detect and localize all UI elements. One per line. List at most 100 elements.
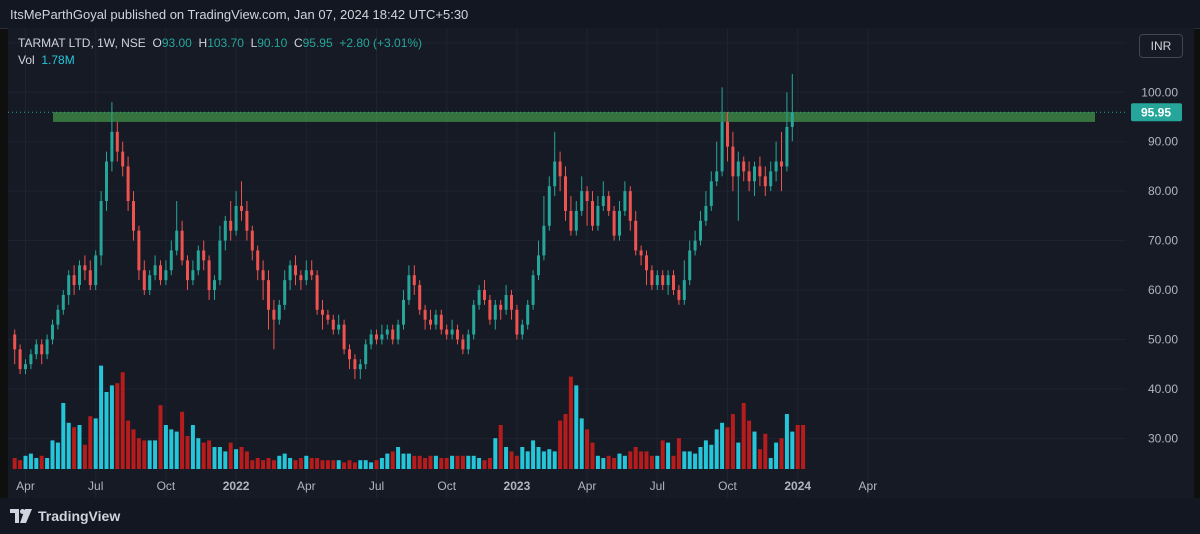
- volume-bar: [136, 438, 141, 469]
- volume-bar: [352, 462, 357, 469]
- candle-body: [585, 191, 589, 202]
- volume-bar: [504, 447, 509, 469]
- volume-bar: [590, 442, 595, 469]
- candle-body: [51, 324, 54, 340]
- volume-bar: [169, 429, 174, 469]
- candle-body: [277, 304, 281, 320]
- candle-body: [299, 275, 303, 281]
- volume-bar: [439, 458, 444, 469]
- tradingview-brand[interactable]: TradingView: [10, 508, 120, 524]
- candle-body: [234, 205, 238, 231]
- candle-body: [742, 161, 746, 172]
- candle-body: [256, 250, 260, 271]
- volume-bar: [795, 425, 800, 469]
- volume-bar: [487, 458, 492, 469]
- candle-body: [294, 265, 297, 276]
- candle-body: [682, 280, 686, 300]
- volume-bar: [250, 460, 255, 469]
- volume-bar: [104, 392, 109, 469]
- volume-bar: [158, 405, 163, 469]
- volume-bar: [622, 455, 627, 469]
- candle-body: [655, 275, 659, 286]
- candle-body: [472, 304, 476, 335]
- volume-bar: [520, 447, 525, 469]
- candle-body: [688, 250, 692, 281]
- candle-body: [126, 166, 130, 202]
- candle-body: [304, 270, 308, 281]
- volume-bar: [801, 425, 806, 469]
- candle-body: [645, 255, 648, 271]
- volume-bar: [363, 460, 368, 469]
- publisher-header: ItsMeParthGoyal published on TradingView…: [0, 0, 1200, 29]
- candle-body: [558, 161, 562, 177]
- candle-body: [574, 210, 578, 231]
- volume-bar: [342, 462, 347, 469]
- volume-bar: [261, 460, 266, 469]
- volume-bar: [460, 455, 465, 469]
- candle-body: [709, 181, 713, 206]
- candle-body: [477, 290, 481, 305]
- volume-bar: [585, 429, 590, 469]
- volume-bar: [639, 451, 644, 469]
- candle-body: [396, 324, 400, 340]
- candle-body: [790, 112, 794, 127]
- volume-bar: [531, 440, 536, 469]
- candle-body: [391, 329, 395, 340]
- y-tick-label: 30.00: [1148, 431, 1178, 445]
- volume-bar: [174, 431, 179, 469]
- volume-bar: [666, 442, 671, 469]
- volume-bar: [649, 455, 654, 469]
- volume-bar: [55, 442, 60, 469]
- volume-bar: [617, 453, 622, 469]
- candle-body: [18, 349, 22, 370]
- volume-bar: [217, 447, 222, 469]
- chart-area[interactable]: 110.00100.0090.0080.0070.0060.0050.0040.…: [8, 28, 1194, 498]
- candle-body: [29, 354, 33, 365]
- volume-bar: [757, 449, 762, 469]
- candle-body: [623, 191, 627, 211]
- candle-body: [537, 255, 540, 276]
- volume-bar: [99, 365, 104, 469]
- y-tick-label: 70.00: [1148, 234, 1178, 248]
- candle-body: [445, 329, 449, 335]
- volume-bar: [423, 458, 428, 469]
- candle-body: [510, 294, 513, 310]
- candle-body: [461, 339, 465, 350]
- volume-bar: [131, 429, 136, 469]
- price-chart[interactable]: 110.00100.0090.0080.0070.0060.0050.0040.…: [8, 28, 1194, 498]
- volume-bar: [466, 455, 471, 469]
- volume-bar: [633, 447, 638, 469]
- candle-body: [693, 240, 697, 251]
- volume-bar: [304, 455, 309, 469]
- volume-bar: [288, 458, 293, 469]
- candle-body: [596, 205, 600, 226]
- candle-body: [450, 329, 454, 335]
- volume-bar: [563, 414, 568, 469]
- volume-bar: [320, 460, 325, 469]
- volume-bar: [309, 458, 314, 469]
- candle-body: [780, 161, 783, 167]
- candle-body: [542, 225, 546, 256]
- candle-body: [240, 205, 243, 211]
- candle-body: [261, 270, 265, 281]
- candle-body: [337, 324, 341, 330]
- volume-bar: [482, 460, 487, 469]
- candle-body: [677, 290, 681, 300]
- volume-bar: [347, 460, 352, 469]
- candle-body: [726, 121, 729, 147]
- candle-body: [736, 161, 740, 177]
- candle-body: [191, 270, 195, 281]
- volume-bar: [390, 451, 395, 469]
- candle-body: [283, 280, 287, 305]
- volume-bar: [509, 451, 514, 469]
- currency-button[interactable]: INR: [1139, 34, 1183, 58]
- volume-bar: [671, 455, 676, 469]
- candle-body: [380, 334, 384, 340]
- volume-bar: [720, 422, 725, 469]
- candle-body: [67, 275, 71, 295]
- candle-body: [531, 275, 535, 305]
- volume-bar: [417, 455, 422, 469]
- candle-body: [612, 210, 616, 236]
- volume-bar: [115, 383, 120, 469]
- volume-bar: [45, 458, 50, 469]
